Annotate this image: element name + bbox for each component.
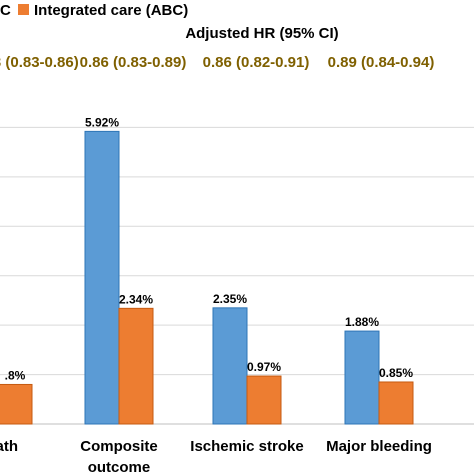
legend-cut-label: C — [0, 2, 11, 19]
legend: C Integrated care (ABC) — [0, 2, 188, 19]
legend-abc-swatch — [18, 4, 29, 15]
bar-non-abc-2 — [84, 130, 120, 425]
hr-value-1: 0.83 (0.83-0.86) — [0, 54, 79, 71]
hr-value-4: 0.89 (0.84-0.94) — [328, 54, 435, 71]
bar-non-abc-4 — [344, 330, 380, 425]
legend-abc-label: Integrated care (ABC) — [34, 2, 188, 19]
label-abc-1: .8% — [5, 368, 26, 382]
gridlines — [0, 126, 474, 425]
category-label-4: Major bleeding — [326, 438, 432, 455]
category-label-3: Ischemic stroke — [190, 438, 303, 455]
bar-abc-1 — [0, 383, 33, 425]
category-label-2: Composite — [80, 438, 158, 455]
bar-abc-3 — [246, 375, 282, 425]
bar-abc-2 — [118, 307, 154, 425]
hr-value-3: 0.86 (0.82-0.91) — [203, 54, 310, 71]
bar-abc-4 — [378, 381, 414, 425]
label-abc-3: 0.97% — [247, 360, 281, 374]
label-abc-2: 2.34% — [119, 292, 153, 306]
label-non-abc-3: 2.35% — [213, 292, 247, 306]
category-label-2: outcome — [88, 459, 151, 474]
label-abc-4: 0.85% — [379, 366, 413, 380]
bar-labels: .8% 5.92% 2.34% 2.35% 0.97% 1.88% 0.85% — [5, 115, 414, 382]
category-labels: death Composite outcome Ischemic stroke Majo… — [0, 438, 432, 474]
hr-value-2: 0.86 (0.83-0.89) — [80, 54, 187, 71]
bar-non-abc-3 — [212, 307, 248, 425]
label-non-abc-2: 5.92% — [85, 115, 119, 129]
label-non-abc-4: 1.88% — [345, 315, 379, 329]
bars — [0, 130, 414, 425]
category-label-1: death — [0, 438, 18, 455]
hr-title: Adjusted HR (95% CI) — [185, 25, 338, 42]
